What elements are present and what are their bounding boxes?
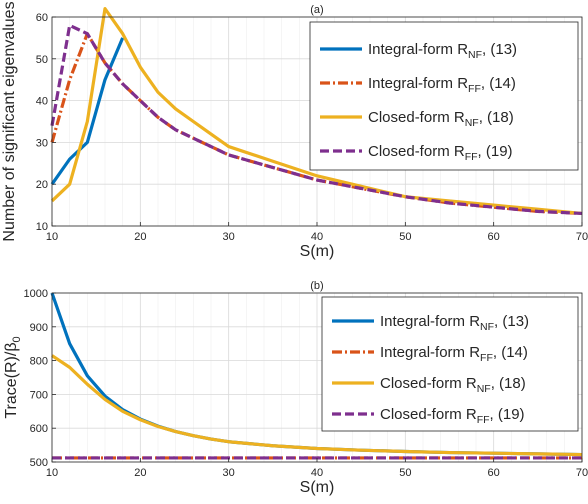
panel-a: 10 20 30 40 50 60 70 10 20 30 40 50 60 (a) S(m) Number … [1,1,588,260]
y-tick-label: 20 [36,179,48,191]
legend-b: Integral-form RNF, (13) Integral-form RFF… [321,296,579,432]
legend-entry: Closed-form RFF, (19) [368,143,513,163]
panel-b: 10 20 30 40 50 60 70 500 600 700 800 900 1000 (b) S(m)… [3,280,588,496]
x-tick-label: 10 [46,231,58,243]
y-tick-label: 500 [30,457,48,469]
panel-title-b: (b) [310,280,323,292]
series-group-b [50,292,583,460]
y-tick-label: 40 [36,96,48,108]
y-tick-label: 600 [30,423,48,435]
y-tick-label: 800 [30,356,48,368]
y-tick-label: 700 [30,389,48,401]
legend-entry: Closed-form RNF, (18) [368,109,514,129]
legend-entry: Integral-form RNF, (13) [380,313,529,333]
legend-box [321,296,579,432]
y-tick-label: 1000 [24,288,48,300]
y-axis-label-a: Number of significant eigenvalues [1,1,18,241]
legend-entry: Integral-form RFF, (14) [380,344,528,364]
x-tick-label: 40 [311,231,323,243]
series-line-a-0 [50,37,125,186]
series-line-b-2 [51,354,583,457]
series-line-a-2 [50,7,583,216]
legend-entry: Closed-form RNF, (18) [380,375,526,395]
x-tick-label: 30 [223,231,235,243]
legend-entry: Closed-form RFF, (19) [380,406,525,426]
y-tick-label: 900 [30,322,48,334]
series-line-a-3 [50,23,583,216]
legend-box [309,21,579,171]
y-axis-label-b: Trace(R)/β0 [3,336,23,418]
x-tick-label: 70 [576,231,588,243]
x-axis-label-a: S(m) [300,243,335,260]
y-tick-label: 60 [36,12,48,24]
x-tick-label: 40 [311,467,323,479]
x-axis-label-b: S(m) [300,479,335,496]
y-tick-label: 50 [36,54,48,66]
x-tick-label: 50 [399,231,411,243]
x-tick-label: 50 [399,467,411,479]
legend-entry: Integral-form RNF, (13) [368,41,517,61]
x-tick-label: 70 [576,467,588,479]
x-tick-label: 60 [488,467,500,479]
x-tick-label: 20 [134,231,146,243]
x-tick-label: 10 [46,467,58,479]
x-tick-label: 60 [488,231,500,243]
panel-title-a: (a) [310,4,323,16]
series-group-a [50,7,583,216]
legend-entry: Integral-form RFF, (14) [368,75,516,95]
legend-a: Integral-form RNF, (13) Integral-form RFF… [309,21,579,171]
x-tick-label: 30 [223,467,235,479]
y-tick-label: 10 [36,221,48,233]
y-tick-label: 30 [36,137,48,149]
x-tick-label: 20 [134,467,146,479]
